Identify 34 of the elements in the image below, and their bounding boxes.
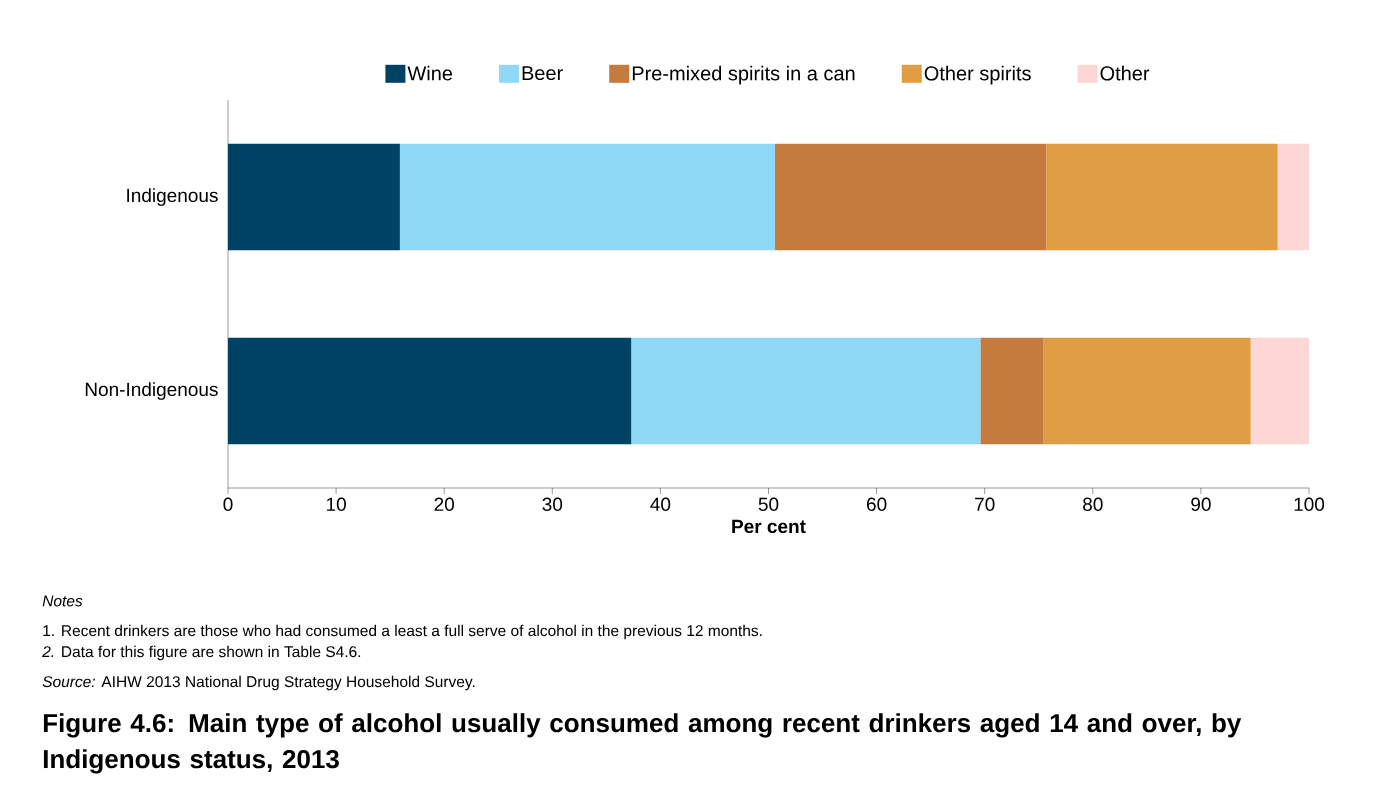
x-tick-label: 20 bbox=[434, 497, 455, 511]
legend-label: Other spirits bbox=[924, 65, 1031, 85]
bar bbox=[1043, 337, 1251, 445]
bar bbox=[980, 337, 1044, 445]
bar bbox=[399, 143, 775, 251]
x-tick-label: 60 bbox=[866, 497, 887, 511]
bar bbox=[228, 143, 400, 251]
x-tick-label: 70 bbox=[975, 497, 995, 511]
text: 2. Data for this figure are shown in Table S4.6. bbox=[42, 645, 361, 661]
x-tick-label: 50 bbox=[758, 497, 779, 511]
y-tick-label: Non-Indigenous bbox=[85, 382, 218, 400]
legend-label: Wine bbox=[407, 65, 453, 81]
y-tick-label: Indigenous bbox=[127, 188, 218, 206]
text: Notes bbox=[42, 595, 83, 607]
bar bbox=[774, 143, 1047, 251]
x-tick-label: 80 bbox=[1083, 497, 1103, 511]
bar bbox=[228, 337, 632, 445]
x-tick-label: 10 bbox=[326, 497, 346, 511]
bar bbox=[1046, 143, 1278, 251]
x-tick-label: 40 bbox=[650, 497, 671, 511]
bar bbox=[1250, 337, 1309, 445]
legend-label: Pre-mixed spirits in a can bbox=[632, 65, 855, 85]
x-tick-label: 0 bbox=[223, 497, 233, 511]
x-axis-title: Per cent bbox=[732, 519, 806, 534]
x-tick-label: 90 bbox=[1191, 497, 1211, 511]
legend-label: Other bbox=[1100, 65, 1150, 81]
legend-label: Beer bbox=[522, 66, 563, 81]
text: 1. Recent drinkers are those who had consumed a least a full serve of alcohol in the previous 12 months. bbox=[43, 624, 762, 640]
text: Figure 4.6: Main type of alcohol usually consumed among recent drinkers aged 14 and over, by Indigenous status, 2013 bbox=[43, 713, 1242, 774]
bar bbox=[631, 337, 981, 445]
bar bbox=[1277, 143, 1309, 251]
x-tick-label: 30 bbox=[542, 497, 563, 511]
x-tick-label: 100 bbox=[1294, 497, 1325, 511]
text: Source: AIHW 2013 National Drug Strategy Household Survey. bbox=[42, 675, 475, 691]
